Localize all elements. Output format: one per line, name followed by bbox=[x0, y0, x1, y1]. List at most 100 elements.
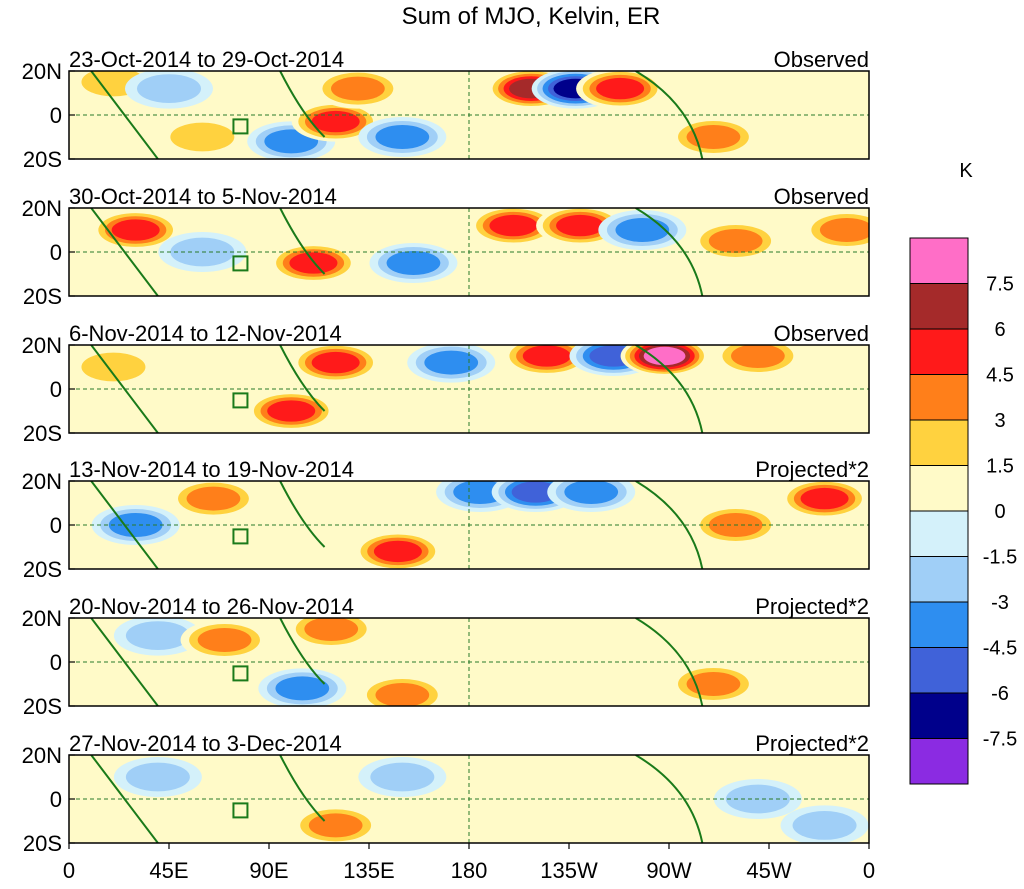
anomaly-contour bbox=[643, 346, 686, 366]
colorbar-label: -4.5 bbox=[983, 638, 1017, 660]
x-tick-label: 0 bbox=[63, 858, 75, 883]
panel-type-label: Projected*2 bbox=[755, 457, 869, 482]
y-tick-label: 0 bbox=[50, 787, 62, 812]
x-tick-label: 135E bbox=[343, 858, 394, 883]
map-panels: 23-Oct-2014 to 29-Oct-2014 Observed 20N 0 20… bbox=[22, 47, 870, 856]
region-box bbox=[232, 665, 249, 682]
anomaly-contour bbox=[731, 345, 785, 368]
anomaly-contour bbox=[792, 811, 857, 840]
colorbar-label: -7.5 bbox=[983, 729, 1017, 751]
y-tick-label: 20N bbox=[22, 59, 62, 84]
y-tick-label: 0 bbox=[50, 240, 62, 265]
y-tick-label: 20N bbox=[22, 469, 62, 494]
colorbar-swatch bbox=[909, 237, 969, 284]
map-panel: 23-Oct-2014 to 29-Oct-2014 Observed 20N 0 20… bbox=[22, 47, 870, 172]
anomaly-contour bbox=[686, 125, 741, 149]
panel-date-range: 6-Nov-2014 to 12-Nov-2014 bbox=[69, 321, 342, 346]
y-tick-label: 0 bbox=[50, 513, 62, 538]
anomaly-contour bbox=[615, 218, 670, 242]
longitude-axis: 0 45E 90E 135E 180 135W 90W 45W 0 bbox=[63, 843, 875, 883]
colorbar-swatch bbox=[909, 510, 969, 557]
anomaly-contour bbox=[186, 486, 241, 511]
y-tick-label: 20S bbox=[23, 831, 62, 856]
coastline bbox=[90, 71, 704, 159]
anomaly-contour bbox=[386, 251, 441, 275]
panel-type-label: Projected*2 bbox=[755, 731, 869, 756]
region-box bbox=[232, 802, 249, 819]
colorbar-label: -3 bbox=[991, 592, 1009, 614]
y-tick-label: 20N bbox=[22, 196, 62, 221]
panel-type-label: Observed bbox=[774, 184, 869, 209]
map-panel: 30-Oct-2014 to 5-Nov-2014 Observed 20N 0 20S bbox=[22, 184, 870, 309]
colorbar-label: 1.5 bbox=[986, 456, 1014, 478]
colorbar-swatch bbox=[909, 738, 969, 785]
region-box bbox=[232, 528, 249, 545]
anomaly-contour bbox=[564, 481, 619, 504]
panel-date-range: 30-Oct-2014 to 5-Nov-2014 bbox=[69, 184, 337, 209]
panel-date-range: 13-Nov-2014 to 19-Nov-2014 bbox=[69, 457, 354, 482]
region-box bbox=[232, 118, 249, 135]
anomaly-contour bbox=[800, 487, 849, 510]
anomaly-contour bbox=[311, 110, 360, 133]
anomaly-contour bbox=[522, 345, 571, 367]
y-tick-label: 20S bbox=[23, 284, 62, 309]
x-tick-label: 45E bbox=[149, 858, 188, 883]
colorbar-label: 4.5 bbox=[986, 365, 1014, 387]
region-box bbox=[232, 392, 249, 409]
x-tick-label: 45W bbox=[746, 858, 791, 883]
colorbar-label: 6 bbox=[994, 319, 1005, 341]
anomaly-contour bbox=[686, 672, 741, 696]
coastline bbox=[90, 481, 704, 569]
anomaly-contour bbox=[819, 218, 869, 242]
y-tick-label: 0 bbox=[50, 650, 62, 675]
x-tick-label: 90E bbox=[249, 858, 288, 883]
map-panel: 13-Nov-2014 to 19-Nov-2014 Projected*2 20N… bbox=[22, 457, 870, 582]
anomaly-contour bbox=[137, 74, 201, 103]
panel-type-label: Observed bbox=[774, 47, 869, 72]
panel-type-label: Projected*2 bbox=[755, 594, 869, 619]
anomaly-contour bbox=[556, 214, 605, 237]
anomaly-contour bbox=[375, 125, 430, 149]
map-panel: 6-Nov-2014 to 12-Nov-2014 Observed 20N 0 20S bbox=[22, 321, 870, 446]
anomaly-contour bbox=[275, 676, 330, 701]
anomaly-contour bbox=[375, 683, 430, 706]
anomaly-contour bbox=[197, 628, 252, 652]
anomaly-contour bbox=[170, 122, 235, 152]
y-tick-label: 0 bbox=[50, 377, 62, 402]
coastline bbox=[90, 208, 704, 296]
colorbar-swatch bbox=[909, 283, 969, 330]
y-tick-label: 20N bbox=[22, 606, 62, 631]
y-tick-label: 20N bbox=[22, 743, 62, 768]
panel-type-label: Observed bbox=[774, 321, 869, 346]
colorbar-swatch bbox=[909, 692, 969, 739]
anomaly-contour bbox=[424, 350, 479, 375]
anomaly-contour bbox=[596, 77, 645, 100]
colorbar-swatch bbox=[909, 647, 969, 694]
panel-date-range: 23-Oct-2014 to 29-Oct-2014 bbox=[69, 47, 344, 72]
colorbar-unit: K bbox=[959, 160, 973, 182]
colorbar-swatch bbox=[909, 374, 969, 421]
anomaly-contour bbox=[370, 762, 435, 792]
anomaly-contour bbox=[125, 621, 190, 650]
coastline bbox=[90, 618, 704, 706]
map-panel: 20-Nov-2014 to 26-Nov-2014 Projected*2 20N… bbox=[22, 594, 870, 719]
colorbar-label: 0 bbox=[994, 501, 1005, 523]
colorbar-label: 7.5 bbox=[986, 274, 1014, 296]
colorbar-label: 3 bbox=[994, 410, 1005, 432]
y-tick-label: 0 bbox=[50, 103, 62, 128]
anomaly-contour bbox=[331, 76, 385, 101]
colorbar-swatch bbox=[909, 465, 969, 512]
colorbar-label: -1.5 bbox=[983, 547, 1017, 569]
panel-date-range: 27-Nov-2014 to 3-Dec-2014 bbox=[69, 731, 342, 756]
anomaly-contour bbox=[489, 214, 538, 237]
anomaly-contour bbox=[81, 352, 146, 382]
region-box bbox=[232, 255, 249, 272]
x-tick-label: 0 bbox=[863, 858, 875, 883]
anomaly-contour bbox=[308, 813, 363, 838]
map-panel: 27-Nov-2014 to 3-Dec-2014 Projected*2 20N 0… bbox=[22, 731, 870, 856]
x-tick-label: 180 bbox=[451, 858, 488, 883]
colorbar-swatch bbox=[909, 556, 969, 603]
y-tick-label: 20S bbox=[23, 421, 62, 446]
anomaly-contour bbox=[511, 481, 560, 503]
anomaly-contour bbox=[304, 618, 359, 641]
